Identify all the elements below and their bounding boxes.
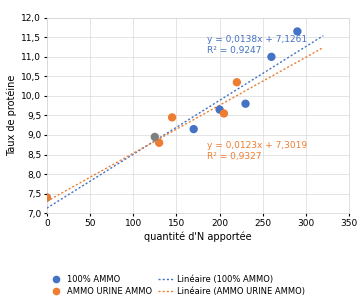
Point bbox=[191, 127, 197, 131]
Point bbox=[221, 111, 227, 116]
Point bbox=[169, 115, 175, 120]
Y-axis label: Taux de protéine: Taux de protéine bbox=[6, 75, 17, 156]
Point bbox=[44, 195, 50, 200]
Legend: 100% AMMO, AMMO URINE AMMO, URINE-URINE-AMMO, Linéaire (100% AMMO), Linéaire (AM: 100% AMMO, AMMO URINE AMMO, URINE-URINE-… bbox=[45, 272, 308, 296]
Point bbox=[243, 101, 248, 106]
Point bbox=[156, 140, 162, 145]
Point bbox=[234, 80, 240, 85]
Text: y = 0,0138x + 7,1261
R² = 0,9247: y = 0,0138x + 7,1261 R² = 0,9247 bbox=[207, 35, 307, 55]
Point bbox=[44, 195, 50, 200]
X-axis label: quantité d'N apportée: quantité d'N apportée bbox=[144, 232, 252, 242]
Point bbox=[217, 107, 222, 112]
Point bbox=[294, 29, 300, 34]
Point bbox=[269, 54, 274, 59]
Text: y = 0,0123x + 7,3019
R² = 0,9327: y = 0,0123x + 7,3019 R² = 0,9327 bbox=[207, 141, 307, 161]
Point bbox=[152, 135, 158, 139]
